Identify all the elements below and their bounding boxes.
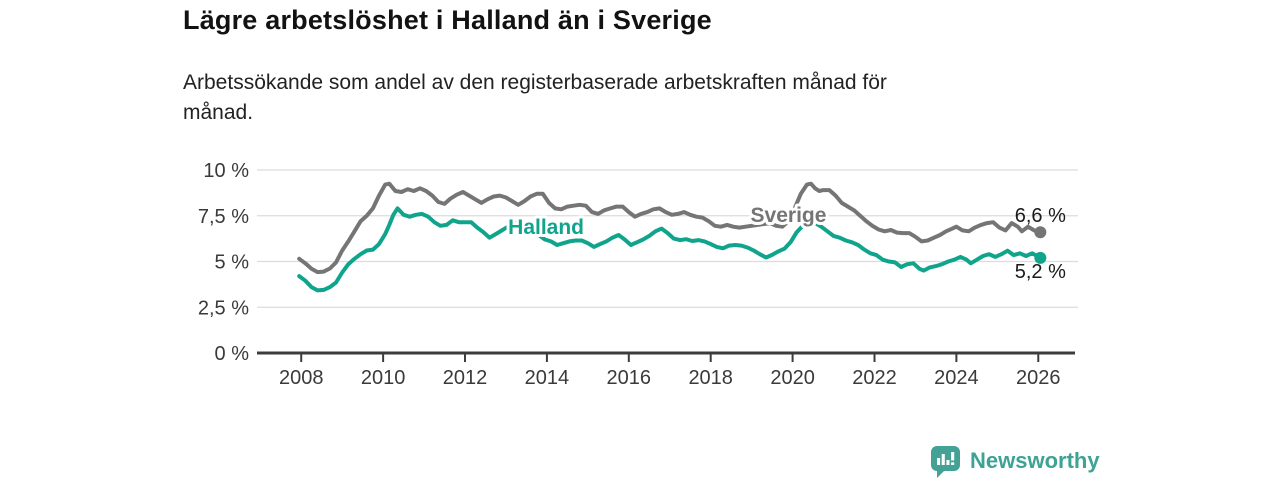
y-tick-label: 0 % <box>215 343 250 365</box>
chart-subtitle-line-2: månad. <box>183 101 254 124</box>
x-tick-label: 2016 <box>607 367 652 389</box>
y-tick-label: 2,5 % <box>198 297 249 319</box>
chart-subtitle: Arbetssökande som andel av den registerb… <box>183 68 887 128</box>
y-tick-label: 7,5 % <box>198 206 249 228</box>
chart-title: Lägre arbetslöshet i Halland än i Sverig… <box>183 5 712 35</box>
x-tick-label: 2014 <box>525 367 570 389</box>
series-name-label-halland: Halland <box>508 216 584 239</box>
series-end-value-sverige: 6,6 % <box>1015 205 1066 227</box>
series-end-value-halland: 5,2 % <box>1015 261 1066 283</box>
series-name-label-sverige: Sverige <box>751 204 827 227</box>
series-end-dot-halland <box>1034 251 1047 264</box>
series-end-dot-sverige <box>1034 226 1047 239</box>
newsworthy-logo[interactable]: Newsworthy <box>930 444 1100 478</box>
y-tick-label: 10 % <box>203 160 249 182</box>
y-tick-label: 5 % <box>215 252 250 274</box>
x-tick-label: 2010 <box>361 367 406 389</box>
x-tick-label: 2026 <box>1016 367 1061 389</box>
series-line-halland <box>297 206 1043 293</box>
series-line-sverige <box>297 181 1043 275</box>
x-tick-label: 2022 <box>852 367 897 389</box>
x-tick-label: 2008 <box>279 367 324 389</box>
x-tick-label: 2020 <box>770 367 815 389</box>
x-tick-label: 2018 <box>688 367 733 389</box>
x-tick-label: 2024 <box>934 367 979 389</box>
newsworthy-bar-chart-bubble-icon <box>931 445 960 478</box>
newsworthy-brand-name: Newsworthy <box>970 448 1100 473</box>
x-tick-label: 2012 <box>443 367 488 389</box>
chart-subtitle-line-1: Arbetssökande som andel av den registerb… <box>183 71 887 94</box>
